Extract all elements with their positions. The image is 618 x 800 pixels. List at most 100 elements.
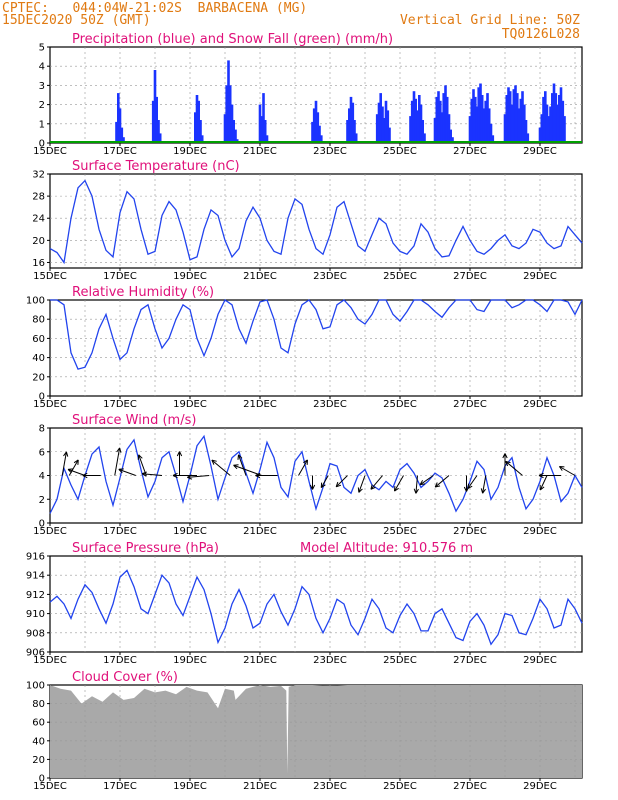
- precip-bar: [349, 96, 353, 143]
- panel-title: Relative Humidity (%): [72, 285, 214, 300]
- precip-bar: [157, 120, 160, 143]
- wind-arrow: [61, 451, 67, 476]
- y-tick-label: 0: [39, 519, 45, 530]
- precip-bar: [523, 104, 526, 143]
- y-tick-label: 2: [39, 100, 45, 111]
- wind-arrow-head: [419, 480, 426, 486]
- precip-bar: [388, 127, 391, 143]
- x-tick-label: 17DEC: [103, 526, 137, 537]
- panel-title: Surface Pressure (hPa): [72, 541, 219, 556]
- y-tick-label: 912: [26, 590, 45, 601]
- precip-bar: [558, 95, 561, 143]
- wind-arrow-head: [320, 482, 326, 489]
- wind-arrow: [320, 475, 329, 488]
- precip-bar: [482, 108, 486, 143]
- wind-arrow-head: [67, 468, 74, 474]
- x-tick-label: 15DEC: [33, 399, 67, 410]
- precip-bar: [381, 106, 384, 143]
- x-tick-label: 21DEC: [243, 526, 277, 537]
- precip-bar: [542, 96, 545, 143]
- x-tick-label: 29DEC: [523, 526, 557, 537]
- precip-bar: [544, 91, 547, 143]
- x-tick-label: 27DEC: [453, 271, 487, 282]
- x-tick-label: 17DEC: [103, 655, 137, 666]
- x-tick-label: 25DEC: [383, 526, 417, 537]
- precip-bar: [489, 123, 493, 143]
- wind-arrow: [238, 454, 247, 476]
- y-tick-label: 0: [39, 139, 45, 150]
- wind-arrow: [539, 475, 548, 491]
- precip-bar: [194, 112, 197, 143]
- precip-bar: [514, 85, 517, 143]
- precip-bar: [262, 93, 265, 143]
- precip-bar: [517, 108, 521, 143]
- panel-title: Surface Wind (m/s): [72, 413, 196, 428]
- precip-bar: [225, 85, 228, 143]
- x-tick-label: 25DEC: [383, 399, 417, 410]
- precip-bar: [479, 83, 482, 143]
- precip-bar: [234, 129, 237, 143]
- precip-bar: [230, 104, 234, 143]
- precip-bar: [547, 116, 551, 143]
- wind-arrow-head: [505, 460, 511, 467]
- wind-arrow: [394, 475, 404, 492]
- y-tick-label: 100: [26, 296, 45, 307]
- precip-bar: [153, 70, 157, 143]
- precip-bar: [445, 96, 449, 143]
- wind-arrow: [298, 459, 308, 476]
- precip-bar: [519, 98, 523, 143]
- precip-bar: [521, 91, 524, 143]
- precip-bar: [540, 114, 544, 143]
- wind-arrow-head: [137, 454, 143, 460]
- x-tick-label: 15DEC: [33, 146, 67, 157]
- x-tick-label: 17DEC: [103, 271, 137, 282]
- x-tick-label: 27DEC: [453, 781, 487, 792]
- y-tick-label: 916: [26, 552, 45, 563]
- wind-arrow: [67, 468, 86, 476]
- precip-bar: [552, 83, 556, 143]
- wind-arrow: [114, 447, 121, 476]
- x-tick-label: 23DEC: [313, 146, 347, 157]
- wind-arrow: [467, 475, 478, 489]
- wind-arrow-head: [413, 488, 419, 494]
- precip-bar: [477, 87, 480, 143]
- precip-bar: [437, 91, 440, 143]
- precip-bar: [410, 100, 414, 143]
- precip-bar: [491, 135, 495, 143]
- precip-bar: [563, 116, 566, 143]
- precip-bar: [353, 120, 356, 143]
- x-tick-label: 23DEC: [313, 781, 347, 792]
- y-tick-label: 32: [32, 170, 45, 181]
- x-tick-label: 17DEC: [103, 146, 137, 157]
- precip-bar: [348, 108, 351, 143]
- y-tick-label: 914: [26, 571, 45, 582]
- panel-frame: [49, 299, 583, 397]
- wind-arrow-head: [357, 487, 363, 493]
- precip-bar: [232, 120, 235, 143]
- series-line: [50, 299, 583, 370]
- precip-bar: [122, 137, 125, 143]
- x-tick-label: 21DEC: [243, 146, 277, 157]
- precip-bar: [556, 104, 559, 143]
- y-tick-label: 6: [39, 447, 45, 458]
- x-tick-label: 25DEC: [383, 146, 417, 157]
- y-tick-label: 0: [39, 392, 45, 403]
- precip-bar: [418, 95, 421, 143]
- wind-arrow-head: [309, 484, 316, 490]
- precip-bar: [312, 108, 316, 143]
- precip-bar: [451, 137, 454, 143]
- precip-bar: [505, 95, 509, 143]
- x-tick-label: 19DEC: [173, 655, 207, 666]
- wind-arrow: [68, 459, 79, 476]
- x-tick-label: 29DEC: [523, 399, 557, 410]
- x-tick-label: 19DEC: [173, 399, 207, 410]
- wind-arrow-head: [558, 466, 565, 471]
- precip-bar: [379, 93, 382, 143]
- y-tick-label: 16: [32, 258, 45, 269]
- precip-bar: [311, 121, 314, 143]
- header-run-date: 15DEC2020 50Z (GMT): [2, 13, 151, 28]
- precip-bar: [200, 135, 204, 143]
- precip-bar: [486, 93, 489, 143]
- wind-arrow: [211, 459, 231, 476]
